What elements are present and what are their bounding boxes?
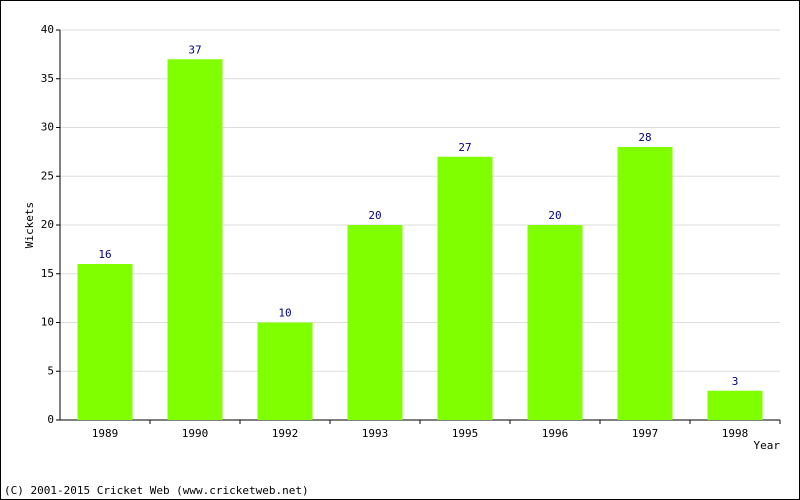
- x-axis-label: Year: [754, 439, 781, 452]
- y-tick-label: 10: [41, 316, 54, 329]
- data-label: 27: [458, 141, 471, 154]
- bar: [437, 156, 493, 420]
- bar: [347, 225, 403, 420]
- bar: [77, 264, 133, 420]
- data-label: 10: [278, 307, 291, 320]
- data-label: 37: [188, 43, 201, 56]
- y-tick-label: 40: [41, 23, 54, 36]
- data-label: 16: [98, 248, 111, 261]
- bar: [167, 59, 223, 420]
- y-tick-label: 20: [41, 218, 54, 231]
- x-tick-label: 1996: [542, 427, 569, 440]
- footer: (C) 2001-2015 Cricket Web (www.cricketwe…: [4, 484, 309, 497]
- bar: [527, 225, 583, 420]
- bar: [617, 147, 673, 420]
- x-tick-label: 1990: [182, 427, 209, 440]
- data-label: 20: [548, 209, 561, 222]
- y-tick-label: 35: [41, 72, 54, 85]
- y-tick-label: 30: [41, 121, 54, 134]
- y-tick-label: 25: [41, 169, 54, 182]
- x-tick-label: 1993: [362, 427, 389, 440]
- y-axis-label: Wickets: [23, 202, 36, 248]
- bar: [707, 390, 763, 420]
- y-tick-label: 15: [41, 267, 54, 280]
- bar: [257, 322, 313, 420]
- y-tick-label: 0: [47, 413, 54, 426]
- data-label: 3: [732, 375, 739, 388]
- data-label: 28: [638, 131, 651, 144]
- x-tick-label: 1995: [452, 427, 479, 440]
- data-label: 20: [368, 209, 381, 222]
- x-tick-label: 1989: [92, 427, 119, 440]
- x-tick-label: 1997: [632, 427, 659, 440]
- y-tick-label: 5: [47, 364, 54, 377]
- x-tick-label: 1998: [722, 427, 749, 440]
- x-tick-label: 1992: [272, 427, 299, 440]
